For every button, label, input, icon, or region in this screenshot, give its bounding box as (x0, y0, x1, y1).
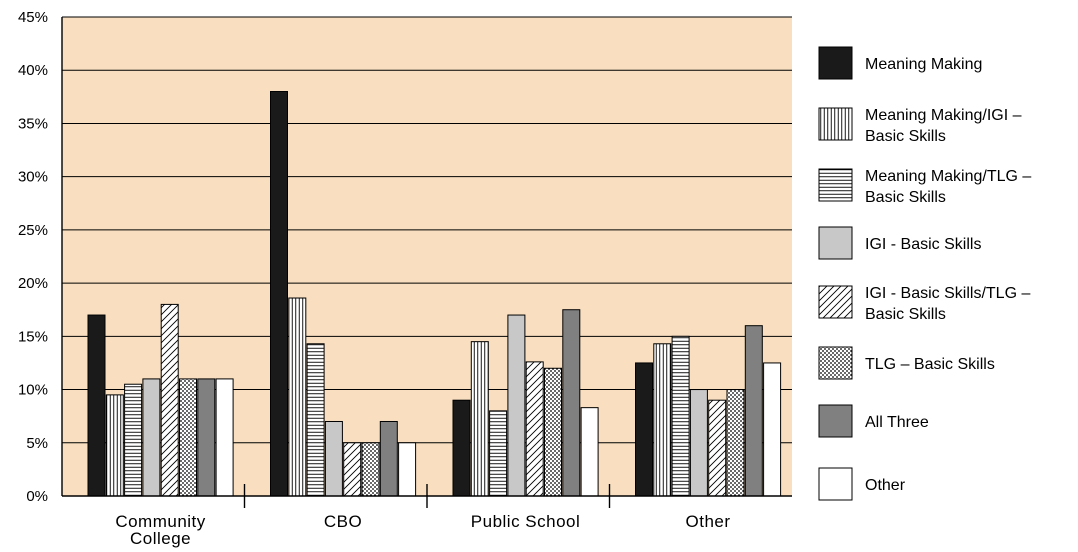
legend-swatch (818, 285, 853, 319)
y-tick-label: 15% (18, 328, 48, 345)
bar (708, 399, 727, 497)
bar (398, 442, 417, 497)
legend-swatch (818, 168, 853, 202)
legend-label: IGI - Basic Skills/TLG – Basic Skills (865, 285, 1030, 323)
bar (124, 383, 143, 497)
legend-swatch (818, 46, 853, 80)
bar (343, 442, 362, 497)
y-tick-label: 25% (18, 222, 48, 239)
bar (179, 378, 197, 497)
legend-label: Other (865, 477, 906, 494)
bar (507, 314, 526, 497)
bar (324, 420, 343, 497)
y-tick-label: 45% (18, 9, 48, 26)
y-tick-label: 35% (18, 115, 48, 132)
y-tick-labels: 0% 5% 10% 15% 20% 25% 30% 35% 40% 45% (18, 9, 48, 505)
bar (525, 361, 544, 497)
bar (270, 91, 288, 497)
bar (87, 314, 106, 497)
bar (562, 309, 581, 497)
bar (452, 399, 471, 497)
y-tick-label: 20% (18, 275, 48, 292)
bar (105, 394, 124, 497)
legend-swatch (818, 467, 853, 501)
bar (288, 297, 307, 497)
bar (653, 343, 672, 497)
x-category-label: Community College (115, 512, 205, 548)
bar (671, 335, 690, 497)
legend-swatch (818, 404, 853, 438)
x-category-label: Public School (471, 512, 581, 531)
bar (544, 367, 562, 497)
legend-swatch (818, 107, 853, 141)
legend-label: TLG – Basic Skills (865, 356, 995, 373)
y-tick-label: 5% (26, 435, 48, 452)
legend-swatch (818, 226, 853, 260)
x-category-label: Other (686, 512, 731, 531)
bar (361, 442, 380, 497)
bar (160, 303, 179, 497)
y-tick-label: 40% (18, 62, 48, 79)
y-tick-label: 0% (26, 488, 48, 505)
legend-label: Meaning Making (865, 56, 982, 73)
bar (726, 389, 745, 497)
bar (580, 407, 599, 497)
bar (215, 378, 234, 497)
bar (306, 343, 325, 497)
legend-swatch (818, 346, 853, 380)
y-tick-label: 30% (18, 169, 48, 186)
legend-label: IGI - Basic Skills (865, 236, 981, 253)
legend: Meaning Making Meaning Making/IGI – Basic … (818, 46, 1031, 501)
y-tick-label: 10% (18, 382, 48, 399)
x-category-label: CBO (324, 512, 362, 531)
bars (87, 91, 782, 497)
legend-label: Meaning Making/TLG – Basic Skills (865, 168, 1031, 206)
bar (142, 378, 161, 497)
bar (197, 378, 216, 497)
bar (763, 362, 782, 497)
bar (470, 341, 489, 497)
bar (744, 325, 763, 497)
axes (61, 17, 792, 508)
bar (379, 420, 398, 497)
legend-label: Meaning Making/IGI – Basic Skills (865, 107, 1022, 145)
bar (489, 410, 508, 497)
x-tick-labels: Community College CBO Public School Other (115, 512, 730, 548)
bar (635, 362, 653, 497)
bar (689, 389, 708, 497)
legend-label: All Three (865, 414, 929, 431)
